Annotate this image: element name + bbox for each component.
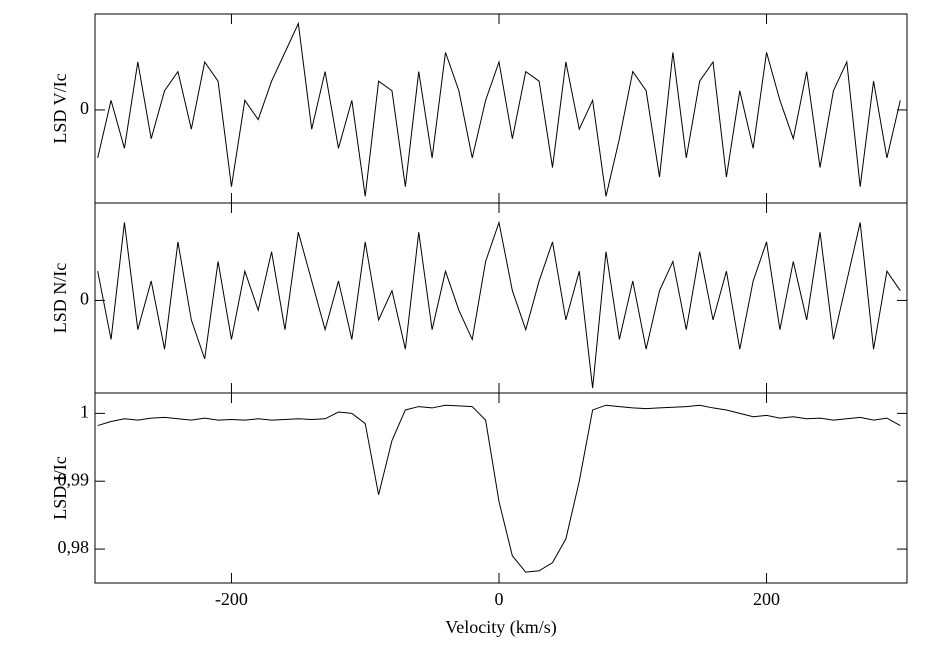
y-tick-label: 0 <box>80 289 89 309</box>
y-axis-label: LSD V/Ic <box>50 73 70 143</box>
y-tick-label: 1 <box>80 401 89 421</box>
x-axis-label: Velocity (km/s) <box>445 617 556 638</box>
x-tick-label: 200 <box>753 589 780 609</box>
x-tick-label: -200 <box>215 589 248 609</box>
x-tick-label: 0 <box>494 589 503 609</box>
y-axis-label: LSD N/Ic <box>50 263 70 334</box>
data-line <box>97 404 901 573</box>
y-tick-label: 0,99 <box>58 469 90 489</box>
y-tick-label: 0 <box>80 98 89 118</box>
data-line <box>97 220 901 389</box>
y-axis-label: LSD I/Ic <box>50 456 70 519</box>
panel-frame <box>94 13 908 204</box>
panel-frame <box>94 392 908 584</box>
data-line <box>97 21 901 197</box>
y-tick-label: 0,98 <box>58 537 90 557</box>
